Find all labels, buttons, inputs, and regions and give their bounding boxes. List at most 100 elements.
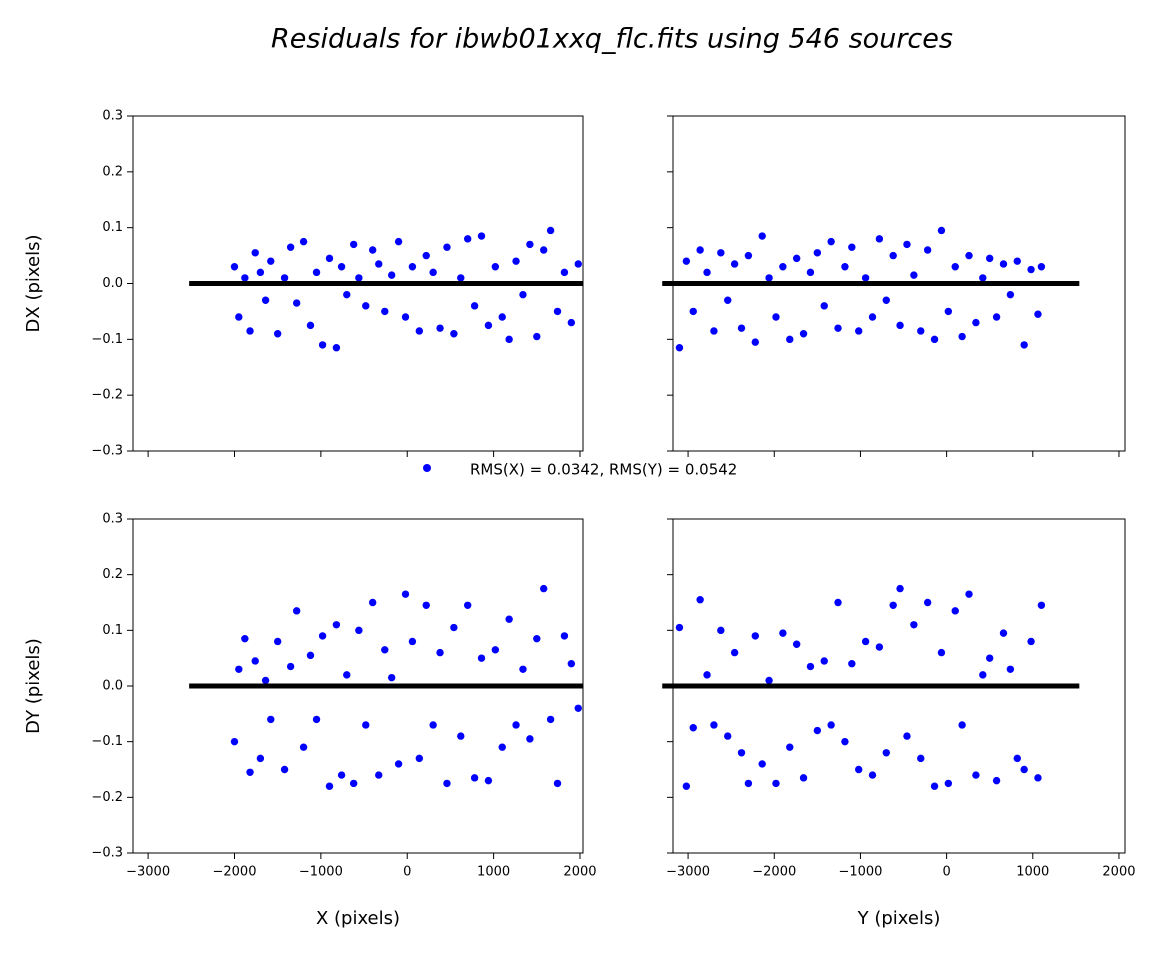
point [834, 598, 842, 607]
point [280, 274, 289, 282]
point [546, 226, 555, 235]
point [1034, 310, 1042, 318]
point [408, 637, 417, 646]
y-tick-label: 0.2 [102, 567, 123, 582]
y-tick-label: −0.1 [91, 734, 123, 749]
point [675, 344, 684, 352]
point [332, 344, 341, 352]
point [937, 648, 946, 657]
point [256, 754, 265, 763]
point [394, 760, 403, 768]
point [235, 313, 243, 321]
y-tick-label: 0.1 [102, 623, 123, 638]
point [903, 732, 911, 740]
point [286, 662, 295, 671]
point [896, 321, 904, 330]
point [436, 648, 444, 657]
point [533, 332, 541, 341]
point [999, 260, 1008, 268]
point [422, 601, 430, 609]
point [827, 237, 835, 246]
point [318, 341, 327, 349]
point [730, 260, 739, 268]
point [415, 754, 424, 763]
point [246, 768, 254, 776]
point [387, 673, 396, 682]
point [724, 296, 732, 304]
point [806, 268, 815, 277]
point [246, 327, 254, 335]
point [792, 640, 801, 648]
point [230, 737, 239, 746]
point [387, 271, 396, 279]
point [868, 313, 877, 321]
point [526, 240, 534, 249]
point [951, 263, 959, 271]
point [772, 779, 780, 788]
point [368, 246, 377, 254]
point [1013, 754, 1021, 763]
point [241, 634, 249, 643]
point [450, 623, 458, 632]
point [930, 782, 939, 790]
point [355, 274, 363, 282]
point [979, 671, 987, 679]
y-tick-label: 0.3 [102, 109, 123, 124]
axes-frame [132, 115, 584, 452]
point [703, 671, 711, 679]
point [751, 632, 759, 640]
legend-marker [423, 464, 431, 472]
point [519, 290, 527, 299]
point [882, 296, 890, 304]
point [306, 321, 315, 330]
point [958, 721, 966, 729]
point [682, 257, 691, 265]
point [813, 726, 822, 735]
point [923, 598, 932, 607]
point [965, 251, 973, 260]
point [491, 263, 500, 271]
point [1037, 601, 1046, 609]
point [312, 715, 321, 724]
point [910, 621, 918, 629]
point [533, 634, 541, 643]
x-axis-label: Y (pixels) [857, 908, 941, 929]
figure-title: Residuals for ibwb01xxq_flc.fits using 5… [271, 24, 953, 55]
point [470, 302, 479, 310]
x-tick-label: 1000 [477, 865, 510, 880]
point [1006, 290, 1015, 299]
axes-frame [672, 518, 1126, 854]
point [710, 327, 718, 335]
point [875, 235, 884, 243]
y-tick-label: 0.1 [102, 220, 123, 235]
point [799, 774, 808, 782]
point [574, 260, 582, 268]
point [422, 251, 430, 260]
point [560, 268, 569, 277]
point [972, 771, 980, 779]
point [923, 246, 932, 254]
point [343, 290, 351, 299]
point [540, 246, 548, 254]
point [457, 732, 465, 740]
point [512, 721, 520, 729]
axes-frame [132, 518, 584, 854]
point [992, 313, 1001, 321]
point [986, 254, 994, 263]
point [408, 263, 417, 271]
point [394, 237, 403, 246]
point [256, 268, 265, 277]
point [937, 226, 946, 235]
point [861, 274, 870, 282]
point [1020, 765, 1028, 774]
legend-label: RMS(X) = 0.0342, RMS(Y) = 0.0542 [470, 461, 737, 479]
point [299, 743, 308, 751]
point [972, 318, 980, 327]
point [491, 646, 500, 654]
point [415, 327, 424, 335]
point [1037, 263, 1046, 271]
point [703, 268, 711, 277]
point [744, 251, 753, 260]
